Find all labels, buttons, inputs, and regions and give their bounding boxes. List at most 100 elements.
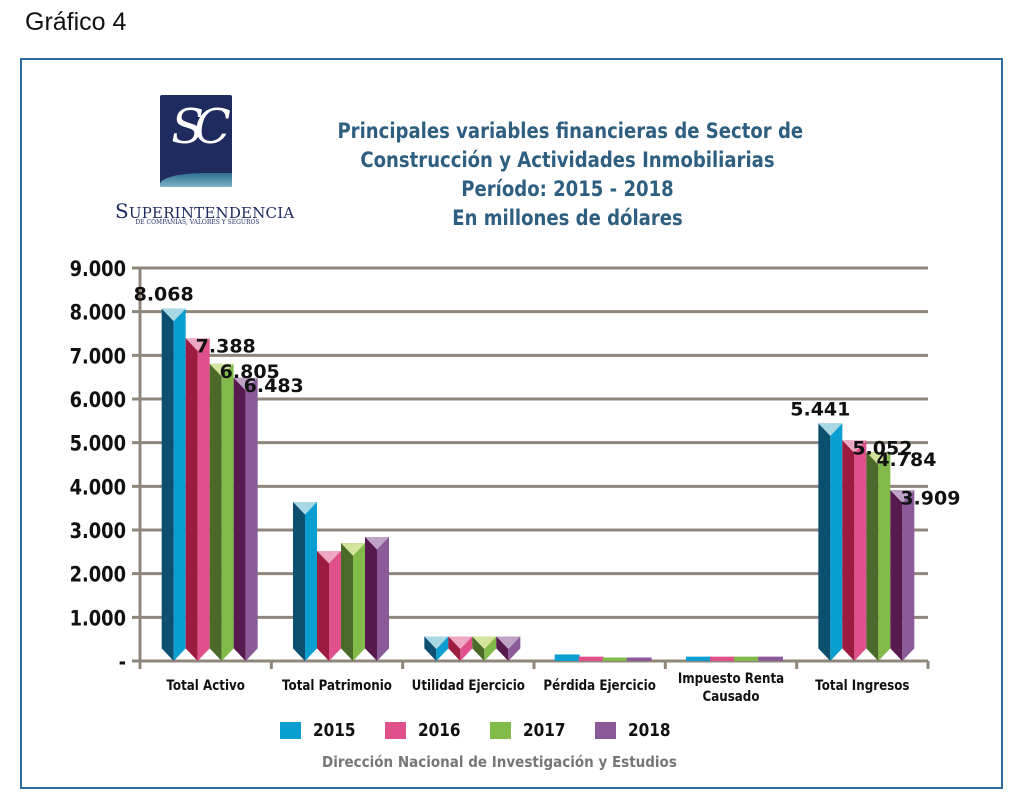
bar-cap bbox=[341, 543, 365, 556]
y-tick-label: 9.000 bbox=[70, 257, 126, 282]
data-label: 5.052 bbox=[852, 437, 912, 459]
chart-frame bbox=[20, 58, 1003, 789]
bar bbox=[758, 656, 783, 661]
bar-cap bbox=[317, 550, 341, 564]
y-tick-label: - bbox=[119, 650, 126, 675]
bar-cap bbox=[365, 536, 389, 550]
legend-swatch bbox=[595, 722, 616, 739]
bar-left-face bbox=[818, 423, 831, 661]
logo-emblem-icon: SC bbox=[160, 95, 232, 187]
x-tick-label: Causado bbox=[702, 689, 759, 705]
bar-cap bbox=[496, 636, 521, 650]
bar bbox=[602, 657, 628, 661]
bar-cap bbox=[233, 377, 258, 391]
y-tick-label: 2.000 bbox=[70, 562, 126, 587]
data-label: 5.441 bbox=[790, 398, 850, 420]
bar bbox=[710, 656, 735, 661]
chart-title-line: En millones de dólares bbox=[452, 206, 683, 230]
bar-left-face bbox=[890, 490, 903, 661]
bar-left-face bbox=[185, 338, 198, 661]
bar bbox=[578, 656, 604, 661]
bar bbox=[734, 656, 759, 661]
bar-left-face bbox=[161, 308, 174, 661]
data-label: 4.784 bbox=[876, 449, 936, 471]
logo-name: SUPERINTENDENCIA bbox=[115, 199, 294, 223]
legend-swatch bbox=[385, 722, 406, 739]
legend-item-2017: 2017 bbox=[490, 720, 595, 741]
bar-right-face bbox=[173, 308, 186, 661]
x-tick-label: Total Ingresos bbox=[815, 678, 910, 694]
bar-cap bbox=[293, 502, 317, 515]
bar-cap bbox=[448, 636, 473, 650]
bar-right-face bbox=[830, 423, 843, 661]
bar-cap bbox=[185, 338, 210, 351]
legend-swatch bbox=[280, 722, 301, 739]
logo-subtitle: DE COMPAÑÍAS, VALORES Y SEGUROS bbox=[135, 219, 260, 226]
y-tick-label: 1.000 bbox=[70, 606, 126, 631]
chart-title: Principales variables financieras de Sec… bbox=[300, 117, 835, 233]
y-tick-label: 3.000 bbox=[70, 519, 126, 544]
bar-right-face bbox=[878, 452, 891, 661]
legend-label: 2016 bbox=[418, 720, 461, 741]
bar-left-face bbox=[842, 440, 855, 661]
bar-cap bbox=[209, 363, 234, 377]
y-tick-label: 7.000 bbox=[70, 344, 126, 369]
bar-left-face bbox=[233, 377, 246, 661]
legend-item-2015: 2015 bbox=[280, 720, 385, 741]
bar-right-face bbox=[902, 490, 915, 661]
legend-item-2018: 2018 bbox=[595, 720, 700, 741]
legend: 2015 2016 2017 2018 bbox=[280, 720, 700, 741]
x-tick-label: Total Activo bbox=[166, 678, 245, 694]
data-label: 6.483 bbox=[244, 375, 304, 397]
legend-label: 2017 bbox=[523, 720, 566, 741]
chart-title-line: Principales variables financieras de Sec… bbox=[337, 119, 804, 143]
bar-right-face bbox=[329, 550, 341, 661]
bar-cap bbox=[866, 452, 891, 465]
logo-name-initial: S bbox=[115, 199, 129, 223]
bar-left-face bbox=[317, 550, 329, 661]
bar-right-face bbox=[305, 502, 317, 661]
logo-monogram: SC bbox=[171, 99, 231, 155]
legend-swatch bbox=[490, 722, 511, 739]
y-tick-label: 5.000 bbox=[70, 431, 126, 456]
chart-title-line: Período: 2015 - 2018 bbox=[461, 177, 674, 201]
bar-right-face bbox=[197, 338, 210, 661]
data-label: 8.068 bbox=[134, 284, 194, 306]
bar-cap bbox=[161, 308, 186, 322]
bar-cap bbox=[842, 440, 867, 453]
bar-right-face bbox=[245, 377, 258, 661]
data-label: 3.909 bbox=[900, 487, 960, 509]
bar-right-face bbox=[353, 543, 365, 661]
bar-cap bbox=[818, 423, 843, 437]
bar-left-face bbox=[866, 452, 879, 661]
bar bbox=[554, 654, 580, 661]
bar bbox=[686, 656, 711, 661]
bar-right-face bbox=[221, 363, 234, 661]
legend-label: 2018 bbox=[628, 720, 671, 741]
source-note: Dirección Nacional de Investigación y Es… bbox=[322, 753, 677, 771]
bar-right-face bbox=[377, 536, 389, 661]
data-label: 7.388 bbox=[196, 335, 256, 357]
bar-left-face bbox=[293, 502, 305, 661]
legend-label: 2015 bbox=[313, 720, 356, 741]
x-tick-label: Utilidad Ejercicio bbox=[412, 678, 525, 694]
logo-wave-icon bbox=[160, 173, 232, 187]
bar-left-face bbox=[209, 363, 222, 661]
chart-title-line: Construcción y Actividades Inmobiliarias bbox=[360, 148, 775, 172]
x-tick-label: Impuesto Renta bbox=[678, 671, 784, 687]
bar-cap bbox=[424, 636, 449, 650]
figure-label: Gráfico 4 bbox=[25, 8, 127, 36]
y-tick-label: 4.000 bbox=[70, 475, 126, 500]
legend-item-2016: 2016 bbox=[385, 720, 490, 741]
bar bbox=[626, 657, 652, 661]
y-tick-label: 6.000 bbox=[70, 388, 126, 413]
data-label: 6.805 bbox=[220, 361, 280, 383]
bar-right-face bbox=[854, 440, 867, 661]
x-tick-label: Total Patrimonio bbox=[282, 678, 392, 694]
bar-cap bbox=[472, 636, 497, 650]
bar-cap bbox=[890, 490, 915, 503]
bar-left-face bbox=[341, 543, 353, 661]
logo-name-rest: UPERINTENDENCIA bbox=[128, 204, 295, 222]
y-tick-label: 8.000 bbox=[70, 300, 126, 325]
